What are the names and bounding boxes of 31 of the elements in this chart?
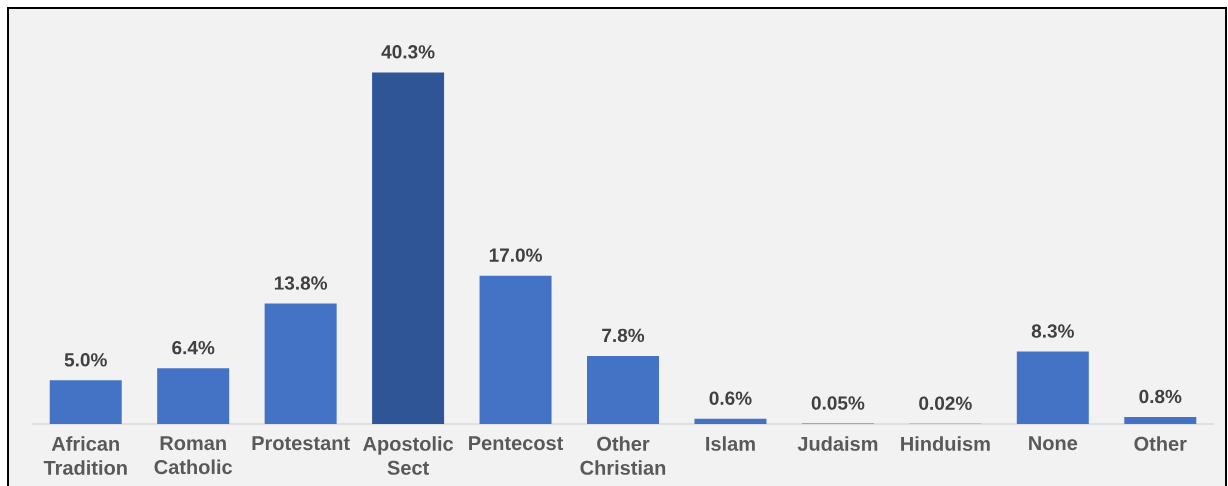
x-tick-label: None [1029, 436, 1078, 451]
data-label: 0.05% [811, 396, 865, 410]
data-label: 0.6% [709, 391, 752, 405]
bar [1016, 351, 1089, 424]
bar [264, 303, 337, 424]
data-label: 40.3% [381, 45, 435, 59]
x-tick-label: Hinduism [901, 436, 990, 451]
data-label: 13.8% [274, 276, 328, 290]
data-label: 0.02% [919, 396, 972, 410]
bar [372, 72, 445, 424]
x-tick-label: Pentecost [469, 436, 564, 451]
data-label: 6.4% [172, 340, 215, 355]
data-label: 7.8% [602, 328, 645, 343]
x-tick-label: Roman Catholic [154, 436, 233, 475]
x-tick-label: Other [1134, 436, 1187, 451]
x-tick-label: Judaism [797, 436, 878, 451]
x-tick-label: Protestant [252, 436, 350, 451]
data-label: 0.8% [1139, 389, 1182, 404]
data-label: 8.3% [1031, 324, 1074, 338]
bar [49, 380, 122, 424]
data-label: 17.0% [489, 248, 542, 262]
bar [1124, 417, 1197, 424]
x-tick-label: African Tradition [43, 436, 127, 475]
bar [694, 418, 767, 424]
data-label: 5.0% [64, 353, 107, 367]
x-tick-label: Apostolic Sect [363, 436, 454, 475]
bar [157, 368, 230, 424]
bar [587, 355, 660, 424]
x-tick-label: Other Christian [580, 436, 666, 475]
bar [479, 275, 552, 424]
x-tick-label: Islam [706, 436, 755, 451]
